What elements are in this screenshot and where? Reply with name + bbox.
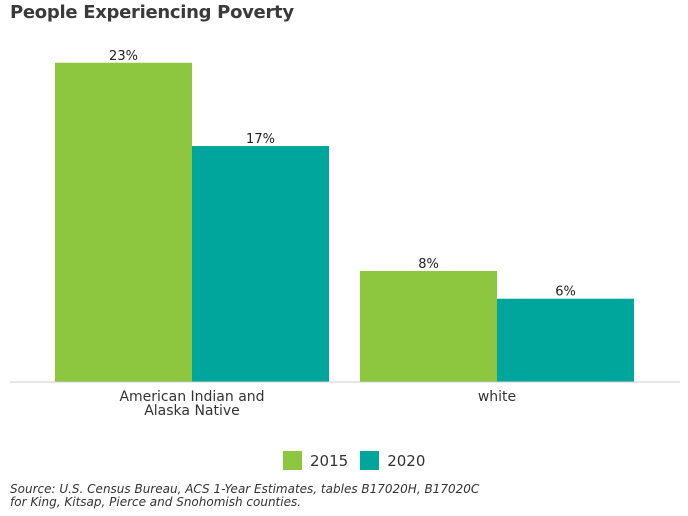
data-label-2015-0: 23%: [109, 49, 138, 64]
bar-2020-0: [192, 146, 329, 382]
legend-swatch-2020: [360, 451, 380, 470]
category-label-0-0: American Indian and: [119, 389, 264, 405]
data-label-2020-0: 17%: [246, 132, 275, 147]
bars-group: [55, 62, 634, 382]
source-line-2: for King, Kitsap, Pierce and Snohomish c…: [10, 495, 302, 509]
data-label-2015-1: 8%: [418, 257, 439, 272]
legend: 2015 2020: [283, 451, 437, 470]
category-label-0-1: Alaska Native: [144, 403, 240, 419]
chart-title: People Experiencing Poverty: [10, 2, 294, 23]
data-label-2020-1: 6%: [555, 285, 576, 300]
legend-item-2015: 2015: [283, 451, 348, 470]
legend-item-2020: 2020: [360, 451, 425, 470]
bar-2015-0: [55, 62, 192, 382]
source-line-1: Source: U.S. Census Bureau, ACS 1-Year E…: [10, 482, 480, 496]
bar-2015-1: [360, 270, 497, 382]
legend-label-2015: 2015: [310, 451, 349, 470]
bar-2020-1: [497, 298, 634, 382]
legend-swatch-2015: [283, 451, 302, 470]
category-label-1-0: white: [478, 389, 516, 405]
legend-label-2020: 2020: [387, 451, 426, 470]
source-note: Source: U.S. Census Bureau, ACS 1-Year E…: [10, 483, 479, 509]
